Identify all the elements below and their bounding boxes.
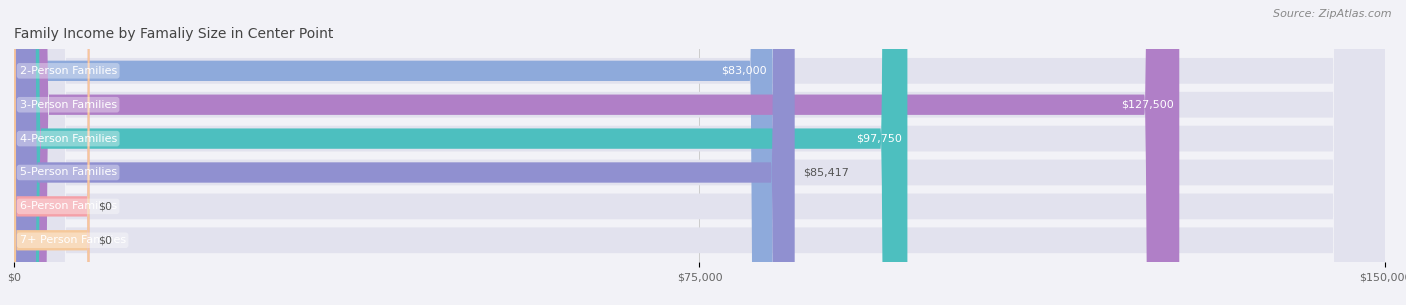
FancyBboxPatch shape	[14, 0, 1180, 305]
FancyBboxPatch shape	[14, 0, 1385, 305]
Text: Source: ZipAtlas.com: Source: ZipAtlas.com	[1274, 9, 1392, 19]
Text: $85,417: $85,417	[803, 167, 849, 178]
Text: 7+ Person Families: 7+ Person Families	[20, 235, 125, 245]
Text: 4-Person Families: 4-Person Families	[20, 134, 117, 144]
FancyBboxPatch shape	[14, 0, 1385, 305]
Text: 5-Person Families: 5-Person Families	[20, 167, 117, 178]
FancyBboxPatch shape	[14, 0, 773, 305]
Text: $83,000: $83,000	[721, 66, 768, 76]
FancyBboxPatch shape	[14, 0, 90, 305]
Text: $127,500: $127,500	[1121, 100, 1174, 110]
FancyBboxPatch shape	[14, 0, 794, 305]
FancyBboxPatch shape	[14, 0, 1385, 305]
Text: $0: $0	[97, 235, 111, 245]
Text: 2-Person Families: 2-Person Families	[20, 66, 117, 76]
FancyBboxPatch shape	[14, 0, 907, 305]
FancyBboxPatch shape	[14, 0, 1385, 305]
Text: $97,750: $97,750	[856, 134, 901, 144]
FancyBboxPatch shape	[14, 0, 90, 305]
FancyBboxPatch shape	[14, 0, 1385, 305]
Text: Family Income by Famaliy Size in Center Point: Family Income by Famaliy Size in Center …	[14, 27, 333, 41]
Text: $0: $0	[97, 201, 111, 211]
Text: 6-Person Families: 6-Person Families	[20, 201, 117, 211]
Text: 3-Person Families: 3-Person Families	[20, 100, 117, 110]
FancyBboxPatch shape	[14, 0, 1385, 305]
